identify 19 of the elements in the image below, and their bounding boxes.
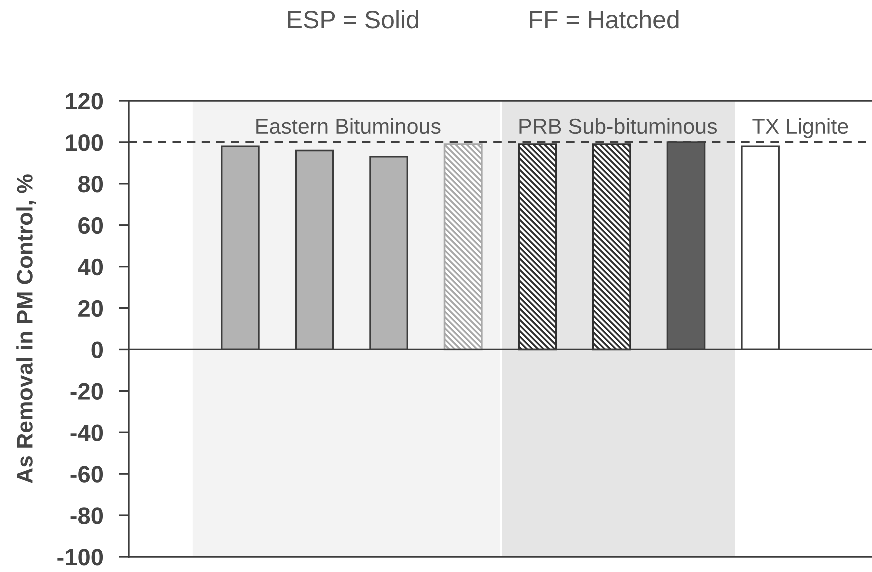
annotation: TX Lignite xyxy=(752,118,848,138)
y-tick-label: 60 xyxy=(78,217,104,234)
y-tick-label: -40 xyxy=(70,424,104,442)
y-tick-label: 80 xyxy=(78,176,104,193)
text: FF = Hatched xyxy=(530,10,679,29)
y-tick-label: -60 xyxy=(70,466,104,483)
text: ESP = Solid xyxy=(288,10,418,29)
bar xyxy=(444,144,483,351)
annotation: PRB Sub-bituminous xyxy=(520,118,718,134)
y-tick-label: -20 xyxy=(70,383,104,400)
y-tick-label: -80 xyxy=(70,508,104,524)
y-tick-label: 120 xyxy=(66,93,104,110)
y-tick-label: 100 xyxy=(66,134,104,152)
y-tick-label: 20 xyxy=(78,300,104,318)
y-axis-title: As Removal in PM Control, % xyxy=(16,174,36,484)
y-tick-label: 40 xyxy=(78,258,104,276)
y-tick-label: -100 xyxy=(58,549,104,566)
annotation: Eastern Bituminous xyxy=(256,118,441,134)
y-tick-label: 0 xyxy=(92,342,104,359)
